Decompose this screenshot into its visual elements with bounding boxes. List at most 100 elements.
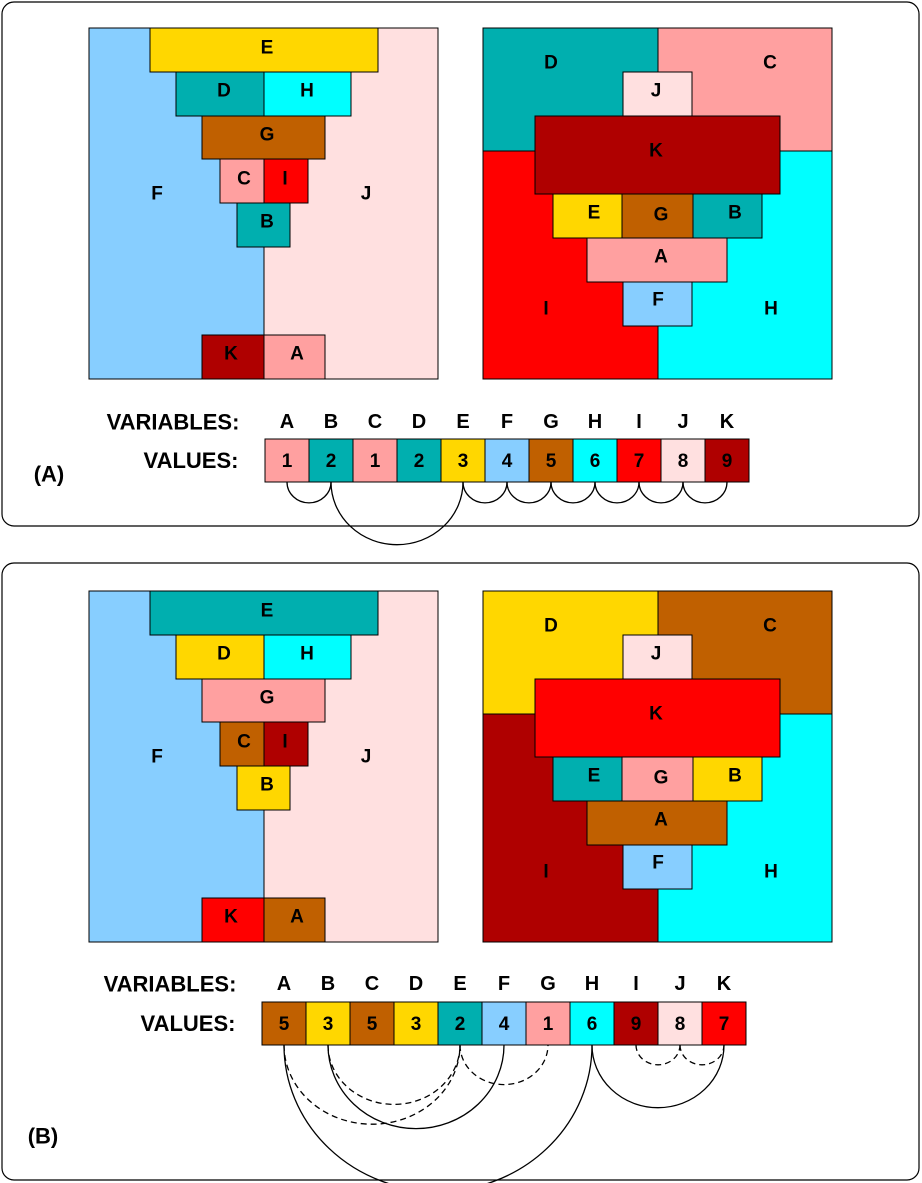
variable-header-J: J [674,973,685,995]
left-map-label-J: J [361,184,372,205]
solid-arc-I-J [638,481,684,504]
right-map-label-H: H [764,862,778,883]
panel-label: (B) [28,1124,59,1149]
right-map-label-E: E [588,203,601,224]
solid-arc-H-K [591,1044,725,1109]
value-text-B: 2 [326,451,337,472]
right-map-region-A [586,237,728,283]
right-map-region-B [692,193,763,239]
solid-arc-A-H [283,1044,593,1183]
left-map-label-F: F [151,184,163,205]
right-map-label-J: J [651,644,662,665]
solid-arc-F-G [506,481,552,504]
left-map-region-D [175,634,265,680]
value-text-J: 8 [675,1014,686,1035]
left-map-label-K: K [224,344,238,365]
variable-header-H: H [588,411,602,433]
left-map-region-K [201,334,265,380]
value-cell-I [616,438,662,483]
value-text-B: 3 [323,1014,334,1035]
value-text-C: 5 [367,1014,378,1035]
left-map-label-D: D [217,81,231,102]
value-text-K: 7 [719,1014,730,1035]
left-map-region-H [263,634,352,680]
value-text-I: 9 [631,1014,642,1035]
dashed-arc-I-J [635,1044,681,1066]
right-map-label-C: C [763,53,777,74]
right-map-label-G: G [654,205,669,226]
value-text-J: 8 [678,451,689,472]
variable-header-A: A [277,973,291,995]
value-text-C: 1 [370,451,381,472]
solid-arc-B-F [327,1044,505,1130]
right-map-label-D: D [544,616,558,637]
right-map-label-B: B [728,766,742,787]
left-map-region-B [236,202,291,248]
right-map-region-F [622,281,693,327]
variables-label: VARIABLES: [107,410,240,435]
values-label: VALUES: [144,448,239,473]
right-map-label-I: I [543,862,548,883]
solid-arc-J-K [682,481,728,504]
left-map-region-I [263,158,309,204]
panel-a: F J E D H G C I B K A D C I H J K E G B A F VARIABLES: VALUES: (… [1,1,920,546]
value-cell-D [393,1001,439,1046]
value-cell-F [481,1001,527,1046]
right-map-label-H: H [764,299,778,320]
right-map-region-J [622,71,693,117]
left-map-label-G: G [260,125,275,146]
right-map-label-A: A [654,247,668,268]
value-text-H: 6 [590,451,601,472]
left-map-region-A [263,897,326,943]
solid-arc-A-B [286,481,332,504]
variable-header-G: G [543,411,559,433]
values-label: VALUES: [141,1011,236,1036]
value-text-G: 1 [543,1014,554,1035]
variable-header-F: F [498,973,510,995]
value-text-K: 9 [722,451,733,472]
variable-header-B: B [324,411,338,433]
right-map-label-K: K [649,141,663,162]
left-map-label-K: K [224,907,238,928]
left-map-label-E: E [261,601,274,622]
value-cell-G [528,438,574,483]
value-text-D: 3 [411,1014,422,1035]
variable-header-J: J [677,411,688,433]
value-cell-H [569,1001,615,1046]
left-map-label-H: H [300,644,314,665]
variable-header-A: A [280,411,294,433]
right-map-label-J: J [651,81,662,102]
left-map-label-I: I [282,732,287,753]
left-map-label-B: B [260,775,274,796]
right-map-label-B: B [728,203,742,224]
left-map-label-A: A [290,907,304,928]
value-text-E: 2 [455,1014,466,1035]
variable-header-I: I [633,973,639,995]
value-text-E: 3 [458,451,469,472]
right-map-label-I: I [543,299,548,320]
value-cell-C [352,438,398,483]
variable-header-F: F [501,411,513,433]
variable-header-C: C [368,411,382,433]
left-map-label-H: H [300,81,314,102]
left-map-region-E [149,590,379,636]
left-map-border [88,590,439,943]
right-map-region-G [621,193,694,239]
left-map-region-I [263,721,309,767]
right-map-label-K: K [649,704,663,725]
solid-arc-G-H [550,481,596,504]
variable-header-C: C [365,973,379,995]
value-text-I: 7 [634,451,645,472]
value-text-D: 2 [414,451,425,472]
value-text-G: 5 [546,451,557,472]
value-text-F: 4 [502,451,513,472]
variable-header-D: D [409,973,423,995]
value-text-A: 5 [279,1014,290,1035]
right-map-label-A: A [654,810,668,831]
left-map-label-I: I [282,169,287,190]
left-map-label-A: A [290,344,304,365]
value-cell-H [572,438,618,483]
value-text-F: 4 [499,1014,510,1035]
left-map-border [88,27,439,380]
